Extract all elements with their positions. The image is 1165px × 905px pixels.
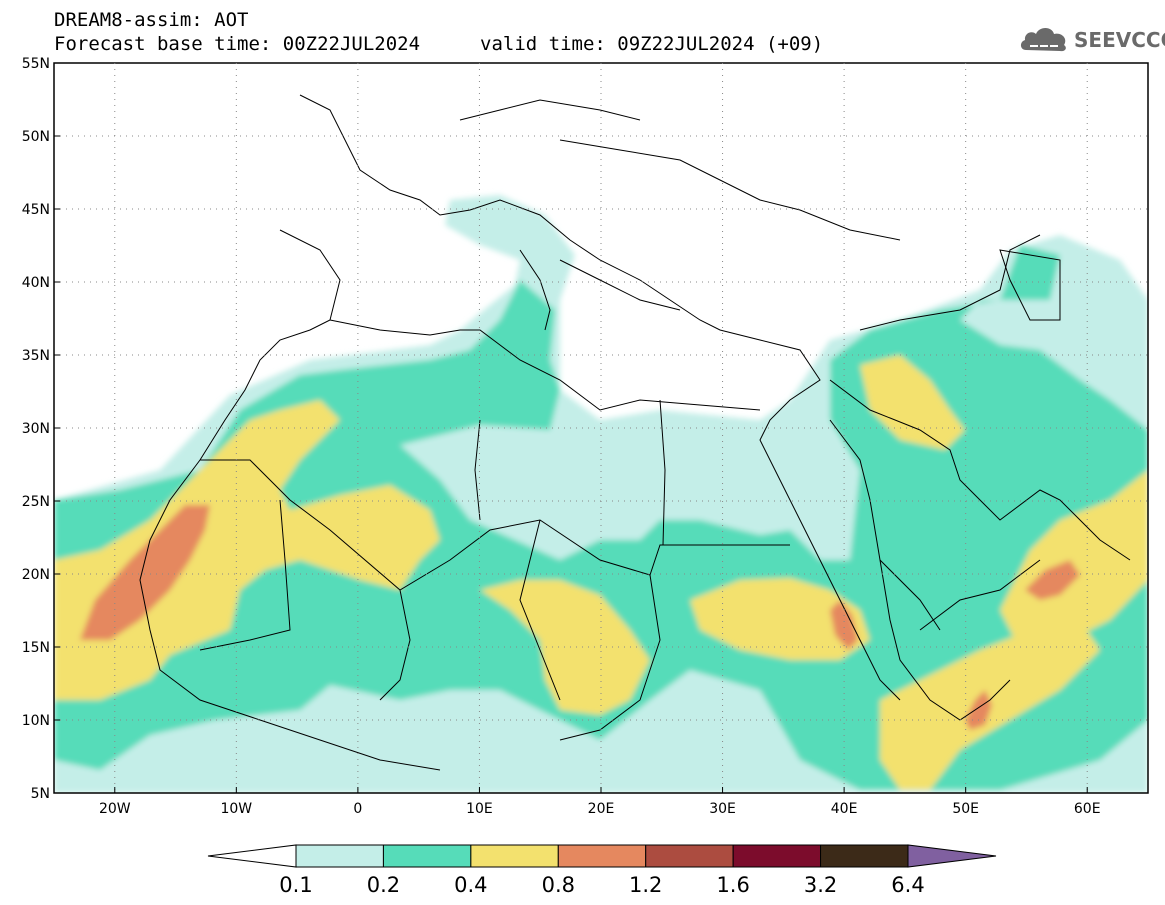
lon-label: 10E — [466, 801, 493, 817]
aot-band-0.8b — [1025, 560, 1080, 600]
lon-label: 40E — [831, 801, 858, 817]
lon-label: 60E — [1074, 801, 1101, 817]
lat-label: 50N — [22, 129, 50, 145]
lat-label: 40N — [22, 275, 50, 291]
colorbar-labels: 0.1 0.2 0.4 0.8 1.2 1.6 3.2 6.4 — [279, 873, 924, 897]
colorbar-box — [382, 844, 472, 868]
lon-label: 50E — [952, 801, 979, 817]
aot-band-0.4a — [54, 400, 440, 700]
lon-label: 20E — [588, 801, 615, 817]
lat-label: 15N — [22, 640, 50, 656]
lat-label: 55N — [22, 56, 50, 72]
lat-label: 20N — [22, 567, 50, 583]
latitude-labels: 55N 50N 45N 40N 35N 30N 25N 20N 15N 10N 5N — [22, 56, 60, 802]
aot-band-0.4d — [860, 355, 965, 450]
cloud-icon — [1020, 28, 1066, 52]
colorbar-level-label: 1.2 — [629, 873, 662, 897]
aot-band-0.4c — [690, 578, 870, 660]
colorbar-high-arrow — [907, 844, 997, 868]
colorbar-level-label: 0.4 — [454, 873, 487, 897]
lat-label: 45N — [22, 202, 50, 218]
lat-label: 10N — [22, 713, 50, 729]
aot-field — [54, 63, 1148, 793]
longitude-labels: 20W 10W 0 10E 20E 30E 40E 50E 60E — [99, 787, 1101, 817]
colorbar-box — [557, 844, 647, 868]
lat-label: 35N — [22, 348, 50, 364]
colorbar-level-label: 0.8 — [542, 873, 575, 897]
seevccc-logo: SEEVCCC — [1018, 22, 1165, 58]
graticule — [54, 63, 1148, 793]
aot-band-0.8c — [965, 690, 992, 730]
lon-label: 0 — [353, 801, 362, 817]
logo-text: SEEVCCC — [1074, 28, 1165, 52]
colorbar-level-label: 3.2 — [804, 873, 837, 897]
forecast-base-time: Forecast base time: 00Z22JUL2024 — [54, 33, 421, 55]
lat-label: 25N — [22, 494, 50, 510]
aot-band-0.8d — [830, 600, 858, 650]
aot-band-0.8a — [80, 505, 210, 640]
colorbar-box — [470, 844, 559, 868]
colorbar-box — [295, 844, 384, 868]
colorbar — [207, 844, 997, 868]
lat-label: 30N — [22, 421, 50, 437]
lat-label: 5N — [31, 786, 50, 802]
lon-label: 10W — [220, 801, 252, 817]
colorbar-low-arrow — [207, 844, 297, 868]
colorbar-box — [645, 844, 734, 868]
map-title: DREAM8-assim: AOT — [54, 9, 249, 31]
colorbar-box — [820, 844, 909, 868]
colorbar-level-label: 1.6 — [716, 873, 749, 897]
colorbar-level-label: 6.4 — [891, 873, 924, 897]
colorbar-level-label: 0.1 — [279, 873, 312, 897]
aot-band-0.4e — [1000, 470, 1148, 650]
valid-time: valid time: 09Z22JUL2024 (+09) — [480, 33, 824, 55]
coastlines — [139, 94, 1131, 771]
lon-label: 30E — [709, 801, 736, 817]
colorbar-box — [732, 844, 822, 868]
colorbar-level-label: 0.2 — [367, 873, 400, 897]
lon-label: 20W — [99, 801, 131, 817]
